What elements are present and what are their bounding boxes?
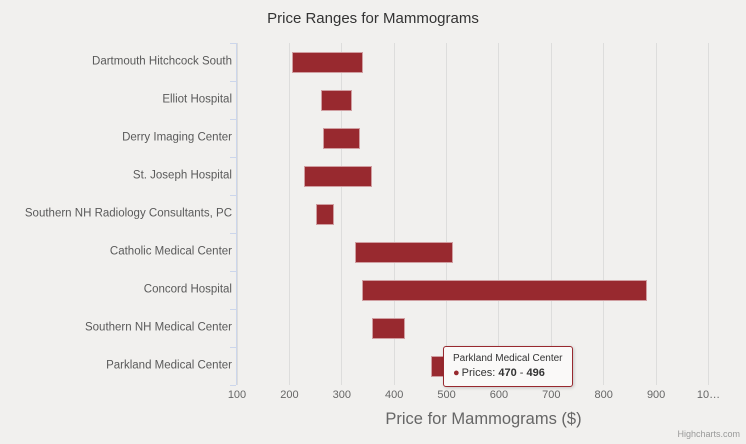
category-label: Southern NH Radiology Consultants, PC (24, 207, 232, 220)
price-range-bar[interactable] (292, 51, 364, 73)
category-axis-tick (230, 43, 236, 44)
price-range-bar[interactable] (316, 203, 335, 225)
x-axis-tick-label: 200 (280, 389, 299, 401)
category-label: Elliot Hospital (162, 93, 232, 106)
tooltip: Parkland Medical Center ● Prices: 470 - 4… (443, 346, 573, 387)
price-range-bar[interactable] (320, 89, 353, 111)
category-axis-tick (230, 81, 236, 82)
category-label: Dartmouth Hitchcock South (92, 55, 232, 68)
chart-title: Price Ranges for Mammograms (267, 10, 479, 27)
category-axis-tick (230, 119, 236, 120)
series-marker-icon: ● (453, 367, 460, 379)
gridline (603, 43, 605, 385)
price-range-bar[interactable] (323, 127, 361, 149)
tooltip-low-value: 470 (498, 367, 517, 379)
tooltip-label: Prices: (461, 367, 499, 379)
gridline (655, 43, 657, 385)
category-axis-tick (230, 195, 236, 196)
x-axis-tick-label: 900 (646, 389, 666, 401)
tooltip-high-value: 496 (526, 367, 545, 379)
x-axis-tick-label: 700 (542, 389, 561, 401)
category-label: Parkland Medical Center (106, 359, 232, 372)
x-axis-tick-label: 600 (489, 389, 509, 401)
category-axis-line (236, 43, 237, 385)
x-axis-title: Price for Mammograms ($) (385, 410, 582, 428)
gridline (393, 43, 395, 385)
x-axis-tick-label: 500 (437, 389, 456, 401)
category-axis-tick (230, 385, 236, 386)
price-range-bar[interactable] (355, 241, 454, 263)
category-label: Catholic Medical Center (109, 245, 232, 258)
price-range-bar[interactable] (362, 279, 647, 301)
highcharts-credits-link[interactable]: Highcharts.com (677, 429, 740, 439)
gridline (498, 43, 500, 385)
category-axis-tick (230, 157, 236, 158)
category-axis-tick (230, 309, 236, 310)
category-label: Concord Hospital (143, 283, 232, 296)
gridline (550, 43, 552, 385)
category-axis-tick (230, 347, 236, 348)
category-label: Southern NH Medical Center (84, 321, 232, 334)
gridline (446, 43, 448, 385)
plot-area (230, 43, 730, 386)
gridline (341, 43, 343, 385)
x-axis-tick-label: 300 (332, 389, 351, 401)
gridline (288, 43, 290, 385)
gridline (236, 43, 238, 385)
category-label: Derry Imaging Center (122, 131, 232, 144)
category-label: St. Joseph Hospital (132, 169, 232, 182)
category-axis-tick (230, 233, 236, 234)
tooltip-header: Parkland Medical Center (453, 353, 563, 364)
category-axis-tick (230, 271, 236, 272)
tooltip-separator: - (516, 367, 527, 379)
x-axis-tick-label: 100 (227, 389, 247, 401)
x-axis-tick-label: 800 (594, 389, 613, 401)
gridline (708, 43, 710, 385)
tooltip-body: ● Prices: 470 - 496 (453, 367, 563, 379)
price-range-bar[interactable] (303, 165, 373, 187)
x-axis-tick-label: 400 (384, 389, 404, 401)
price-range-bar[interactable] (371, 317, 406, 339)
x-axis-tick-label: 10… (696, 389, 721, 401)
